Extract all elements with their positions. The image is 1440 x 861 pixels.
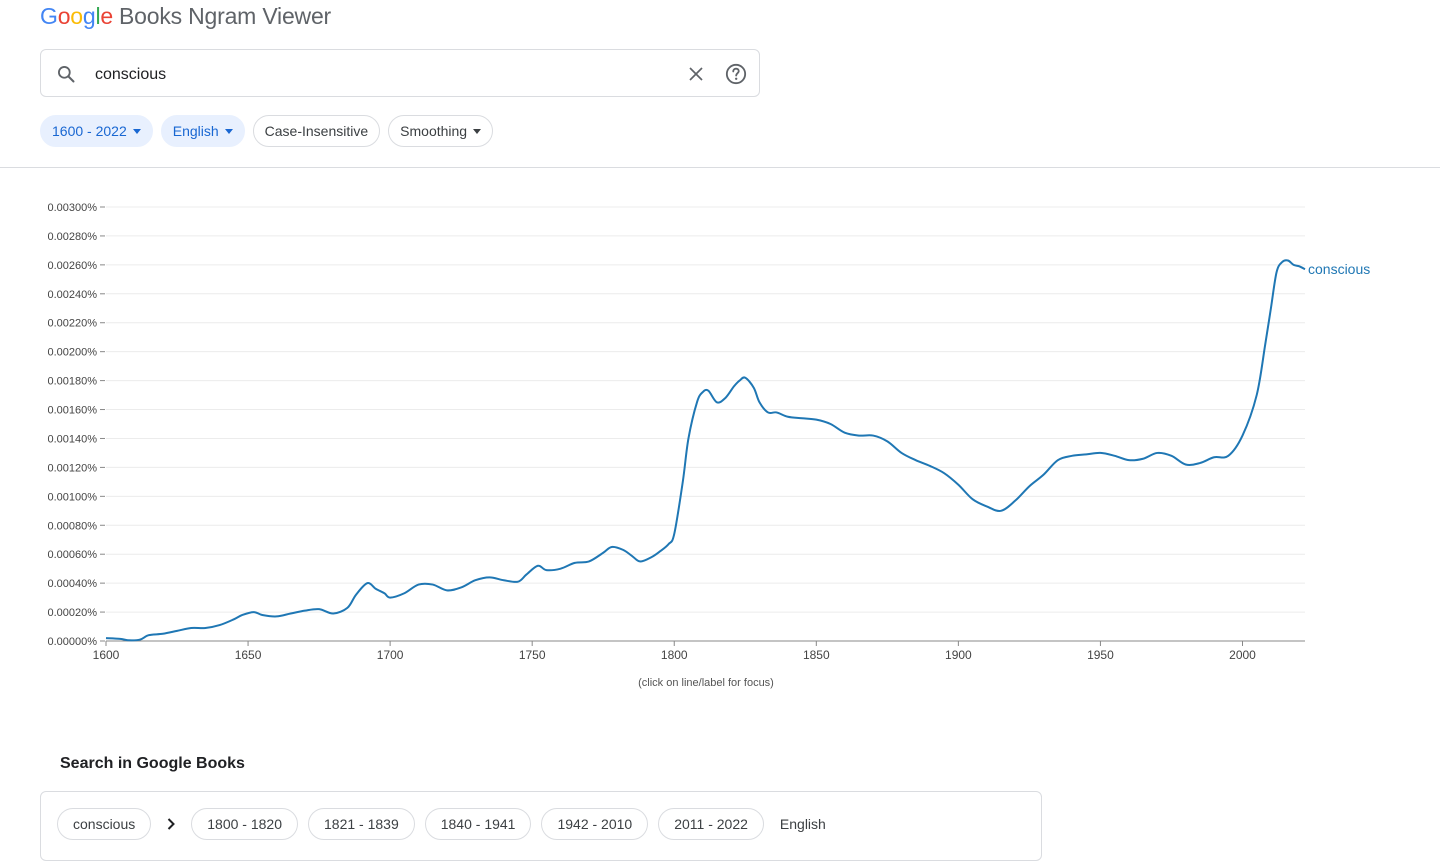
x-tick-label: 1700 xyxy=(377,648,404,662)
search-icon[interactable] xyxy=(56,64,76,84)
logo-letter: g xyxy=(82,2,96,29)
y-tick-label: 0.00180% xyxy=(47,376,97,388)
focus-note: (click on line/label for focus) xyxy=(638,677,774,689)
caret-down-icon xyxy=(132,128,141,134)
year-range-label: 1600 - 2022 xyxy=(52,123,127,139)
search-input[interactable] xyxy=(93,60,657,90)
filter-chips: 1600 - 2022 English Case-Insensitive Smo… xyxy=(40,115,494,147)
logo-letter: l xyxy=(95,2,101,29)
chart-grid xyxy=(106,206,1305,613)
search-box xyxy=(40,49,760,97)
y-tick-label: 0.00080% xyxy=(47,520,97,532)
y-tick-label: 0.00160% xyxy=(47,405,97,417)
x-tick-label: 1800 xyxy=(661,648,688,662)
chevron-right-icon xyxy=(168,818,176,830)
y-tick-label: 0.00280% xyxy=(47,231,97,243)
books-range-pill[interactable]: 1840 - 1941 xyxy=(424,808,532,840)
product-name: Books Ngram Viewer xyxy=(119,2,332,29)
ngram-chart: 0.00000% 0.00020% 0.00040% 0.00060% 0.00080%… xyxy=(47,202,1370,689)
x-tick-label: 1900 xyxy=(945,648,972,662)
x-tick-label: 1650 xyxy=(235,648,262,662)
x-tick-label: 1950 xyxy=(1087,648,1114,662)
clear-icon[interactable] xyxy=(687,65,705,83)
y-tick-label: 0.00120% xyxy=(47,462,97,474)
x-tick-label: 1850 xyxy=(803,648,830,662)
books-range-pills: 1800 - 1820 1821 - 1839 1840 - 1941 1942 - … xyxy=(191,808,764,840)
y-tick-label: 0.00200% xyxy=(47,347,97,359)
y-tick-label: 0.00060% xyxy=(47,549,97,561)
y-tick-label: 0.00020% xyxy=(47,607,97,619)
y-tick-label: 0.00260% xyxy=(47,260,97,272)
books-row: conscious 1800 - 1820 1821 - 1839 1840 - 1… xyxy=(57,808,826,840)
y-tick-label: 0.00300% xyxy=(47,202,97,214)
series-label-conscious[interactable]: conscious xyxy=(1308,261,1370,277)
y-tick-label: 0.00040% xyxy=(47,578,97,590)
year-range-dropdown[interactable]: 1600 - 2022 xyxy=(40,115,153,147)
help-icon[interactable] xyxy=(725,63,747,85)
smoothing-dropdown[interactable]: Smoothing xyxy=(388,115,494,147)
corpus-dropdown[interactable]: English xyxy=(160,115,245,147)
chart-series: conscious xyxy=(105,259,1370,642)
caret-down-icon xyxy=(473,128,482,134)
books-range-pill[interactable]: 1821 - 1839 xyxy=(308,808,415,840)
y-tick-label: 0.00100% xyxy=(47,491,97,503)
y-tick-label: 0.00140% xyxy=(47,433,97,445)
books-range-pill[interactable]: 2011 - 2022 xyxy=(658,808,764,840)
x-axis: 1600 1650 1700 1750 1800 1850 1900 1950 2000 xyxy=(93,640,1305,662)
case-insensitive-label: Case-Insensitive xyxy=(264,123,369,139)
books-language: English xyxy=(779,816,826,832)
logo-letter: o xyxy=(70,2,83,29)
case-insensitive-toggle[interactable]: Case-Insensitive xyxy=(252,115,381,147)
logo-letter: G xyxy=(40,2,58,29)
logo-letter: e xyxy=(100,2,113,29)
corpus-label: English xyxy=(172,123,219,139)
logo-letter: o xyxy=(57,2,71,29)
books-panel: conscious 1800 - 1820 1821 - 1839 1840 - 1… xyxy=(40,791,1042,861)
series-line-conscious[interactable] xyxy=(105,259,1306,642)
google-wordmark: Google xyxy=(40,3,113,30)
y-axis: 0.00000% 0.00020% 0.00040% 0.00060% 0.00080%… xyxy=(47,202,105,648)
logo[interactable]: Google Books Ngram Viewer xyxy=(40,0,331,32)
caret-down-icon xyxy=(224,128,233,134)
header-divider xyxy=(0,167,1440,168)
y-tick-label: 0.00240% xyxy=(47,289,97,301)
books-term-pill[interactable]: conscious xyxy=(57,808,152,840)
x-tick-label: 1600 xyxy=(93,648,120,662)
y-tick-label: 0.00220% xyxy=(47,318,97,330)
y-tick-label: 0.00000% xyxy=(47,636,97,648)
books-range-pill[interactable]: 1942 - 2010 xyxy=(541,808,649,840)
x-tick-label: 1750 xyxy=(519,648,546,662)
books-range-pill[interactable]: 1800 - 1820 xyxy=(191,808,298,840)
smoothing-label: Smoothing xyxy=(400,123,468,139)
books-section-title: Search in Google Books xyxy=(60,755,245,772)
x-tick-label: 2000 xyxy=(1229,648,1256,662)
